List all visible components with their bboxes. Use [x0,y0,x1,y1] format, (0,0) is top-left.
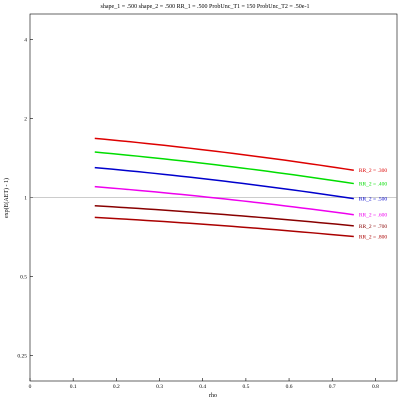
legend-label: RR_2 = .800 [359,235,388,241]
series-line [94,205,354,227]
x-tick-label: 0.2 [113,384,120,390]
x-tick-label: 0.8 [372,384,379,390]
series-line [94,216,354,238]
y-tick-label: 1 [24,196,27,202]
chart-title: shape_1 = .500 shape_2 = .500 RR_1 = .50… [101,4,310,10]
y-axis: 0.25 0.5 1 2 4 [17,37,33,360]
x-tick-label: 0.4 [199,384,206,390]
y-tick-label: 2 [24,116,27,122]
x-tick-label: 0 [29,384,32,390]
x-tick-label: 0.1 [70,384,77,390]
x-tick-label: 0.5 [242,384,249,390]
legend-label: RR_2 = .700 [359,224,388,230]
y-tick-label: 0.5 [20,275,27,281]
series-line [94,185,354,216]
x-tick-label: 0.6 [286,384,293,390]
x-tick-label: 0.7 [329,384,336,390]
x-tick-label: 0.3 [156,384,163,390]
x-axis-label: rho [209,393,217,399]
y-tick-label: 4 [24,37,27,43]
y-tick-label: 0.25 [17,354,27,360]
legend-label: RR_2 = .400 [359,182,388,188]
series-line [94,151,354,185]
series-line [94,166,354,200]
legend-label: RR_2 = .600 [359,213,388,219]
legend-label: RR_2 = .500 [359,197,388,203]
legend-label: RR_2 = .300 [359,168,388,174]
series-line [94,137,354,171]
series-group: RR_2 = .300 RR_2 = .400 RR_2 = .500 RR_2 = … [94,137,388,241]
x-axis: 0 0.1 0.2 0.3 0.4 0.5 0.6 0.7 0.8 [29,378,379,390]
y-axis-label: exp(E(AET) - 1) [3,178,10,218]
